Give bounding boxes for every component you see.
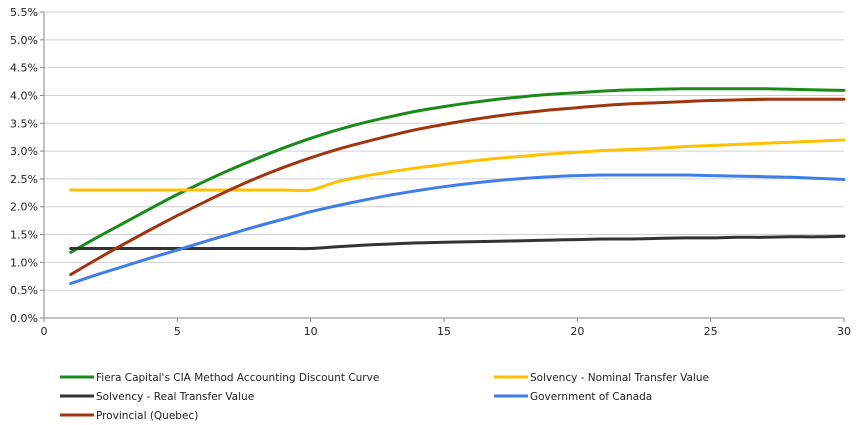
x-tick-label: 10	[304, 325, 318, 338]
y-tick-label: 4.0%	[10, 89, 38, 102]
series-line-5	[69, 97, 846, 277]
legend-item: Solvency - Real Transfer Value	[60, 391, 254, 403]
series-line-2	[69, 138, 846, 193]
series-line-3	[69, 234, 846, 251]
legend-label: Solvency - Nominal Transfer Value	[530, 372, 709, 384]
gridlines	[44, 11, 844, 291]
x-axis-tick-labels: 0 5 10 15 20 25 30	[41, 318, 851, 338]
y-tick-label: 0.0%	[10, 312, 38, 325]
y-tick-label: 5.5%	[10, 6, 38, 19]
legend-item: Provincial (Quebec)	[60, 410, 198, 422]
y-tick-label: 2.5%	[10, 173, 38, 186]
y-tick-label: 5.0%	[10, 34, 38, 47]
legend-label: Solvency - Real Transfer Value	[96, 391, 254, 403]
legend-item: Government of Canada	[494, 391, 652, 403]
legend: Fiera Capital's CIA Method Accounting Di…	[60, 372, 709, 422]
x-tick-label: 20	[570, 325, 584, 338]
legend-label: Government of Canada	[530, 391, 652, 403]
x-tick-label: 15	[437, 325, 451, 338]
y-tick-label: 4.5%	[10, 62, 38, 75]
y-tick-label: 0.5%	[10, 284, 38, 297]
x-tick-label: 30	[837, 325, 851, 338]
series-line-1	[69, 87, 846, 254]
legend-label: Fiera Capital's CIA Method Accounting Di…	[96, 372, 379, 384]
y-tick-label: 3.0%	[10, 145, 38, 158]
x-tick-label: 25	[704, 325, 718, 338]
y-tick-label: 1.0%	[10, 256, 38, 269]
y-tick-label: 2.0%	[10, 201, 38, 214]
y-axis-tick-labels: 0.0% 0.5% 1.0% 1.5% 2.0% 2.5% 3.0% 3.5% 4.0% 4.5%…	[10, 6, 44, 325]
y-tick-label: 3.5%	[10, 117, 38, 130]
x-tick-label: 0	[41, 325, 48, 338]
series-lines	[69, 87, 846, 285]
x-tick-label: 5	[174, 325, 181, 338]
legend-label: Provincial (Quebec)	[96, 410, 198, 422]
y-tick-label: 1.5%	[10, 229, 38, 242]
series-line-4	[69, 173, 846, 285]
legend-item: Fiera Capital's CIA Method Accounting Di…	[60, 372, 379, 384]
legend-item: Solvency - Nominal Transfer Value	[494, 372, 709, 384]
